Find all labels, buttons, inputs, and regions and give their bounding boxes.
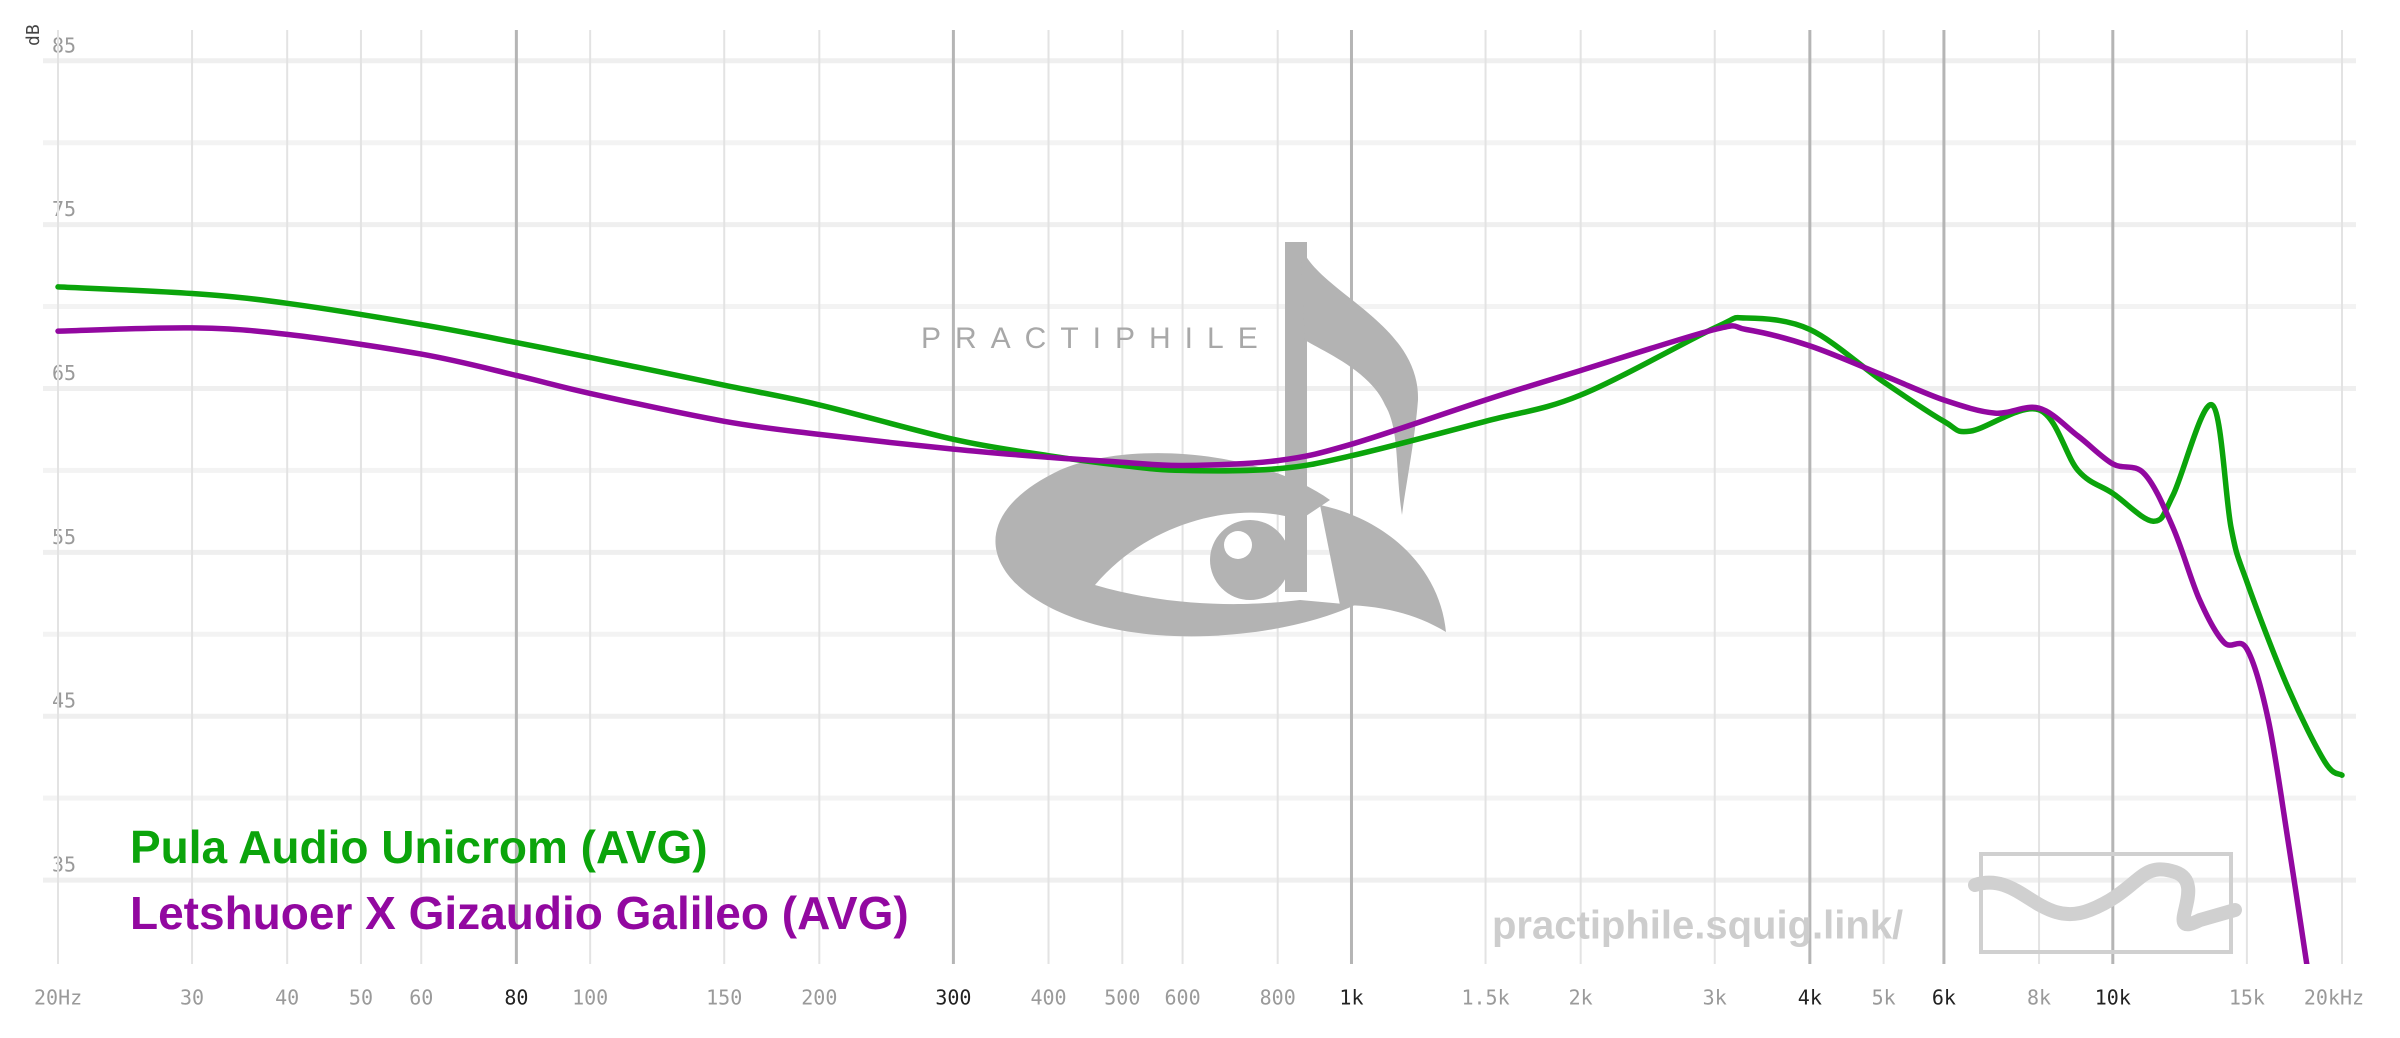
y-tick-label: 75 xyxy=(52,197,76,221)
y-tick-label: 85 xyxy=(52,33,76,57)
logo-box xyxy=(1979,852,2233,954)
x-tick-label: 1k xyxy=(1339,986,1363,1010)
legend-entry: Pula Audio Unicrom (AVG) xyxy=(130,821,708,873)
x-tick-label: 400 xyxy=(1030,986,1066,1010)
x-tick-label: 50 xyxy=(349,986,373,1010)
watermark-url: practiphile.squig.link/ xyxy=(1492,904,1903,948)
logo: PRACTIPHILE practiphile.squig.link/ xyxy=(921,242,2242,954)
x-tick-label: 8k xyxy=(2027,986,2051,1010)
x-tick-label: 1.5k xyxy=(1461,986,1509,1010)
y-tick-label: 55 xyxy=(52,525,76,549)
logo-highlight xyxy=(1224,531,1252,559)
x-tick-label: 300 xyxy=(935,986,971,1010)
x-tick-label: 10k xyxy=(2095,986,2131,1010)
x-tick-label: 30 xyxy=(180,986,204,1010)
logo-wave xyxy=(1968,862,2242,932)
x-tick-label: 200 xyxy=(801,986,837,1010)
x-tick-label: 80 xyxy=(504,986,528,1010)
x-tick-label: 600 xyxy=(1165,986,1201,1010)
x-tick-label: 15k xyxy=(2229,986,2265,1010)
x-tick-label: 5k xyxy=(1872,986,1896,1010)
y-tick-label: 45 xyxy=(52,689,76,713)
y-tick-label: 35 xyxy=(52,853,76,877)
series-line xyxy=(55,284,2345,778)
x-tick-label: 800 xyxy=(1260,986,1296,1010)
x-tick-label: 20kHz xyxy=(2304,986,2364,1010)
logo-eye xyxy=(995,453,1355,637)
x-tick-label: 2k xyxy=(1569,986,1593,1010)
logo-flag xyxy=(1300,242,1419,515)
logo-stem xyxy=(1285,242,1307,592)
x-tick-label: 100 xyxy=(572,986,608,1010)
x-tick-label: 40 xyxy=(275,986,299,1010)
y-tick-label: 65 xyxy=(52,361,76,385)
x-tick-label: 6k xyxy=(1932,986,1956,1010)
x-tick-label: 4k xyxy=(1798,986,1822,1010)
x-tick-label: 3k xyxy=(1703,986,1727,1010)
lines xyxy=(55,284,2345,964)
watermark-brand: PRACTIPHILE xyxy=(921,322,1272,355)
y-axis-label: dB xyxy=(23,24,44,46)
grid: 35 45 55 65 75 85 20Hz 30 40 50 60 80 100 150 200 300 40… xyxy=(34,30,2364,1010)
x-tick-label: 20Hz xyxy=(34,986,82,1010)
logo-beak xyxy=(1320,505,1446,632)
x-tick-label: 60 xyxy=(409,986,433,1010)
legend: Pula Audio Unicrom (AVG) Letshuoer X Giza… xyxy=(130,821,909,939)
legend-entry: Letshuoer X Gizaudio Galileo (AVG) xyxy=(130,887,909,939)
x-tick-label: 150 xyxy=(706,986,742,1010)
series-line xyxy=(55,323,2310,964)
logo-pupil xyxy=(1210,520,1290,600)
x-tick-label: 500 xyxy=(1104,986,1140,1010)
